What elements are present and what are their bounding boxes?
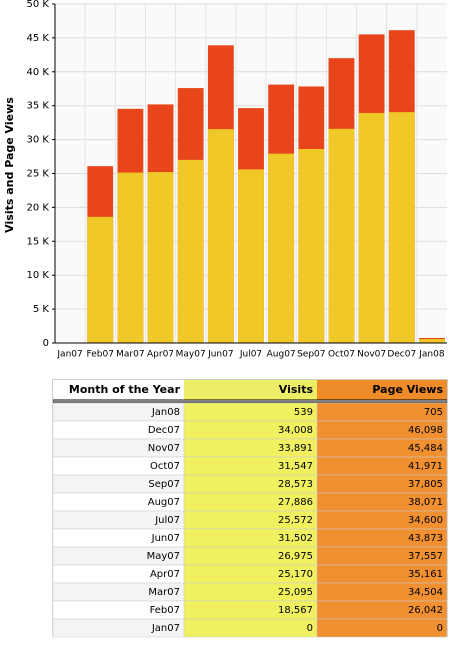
x-tick-label: Jan08 xyxy=(418,350,445,360)
bar xyxy=(419,339,445,344)
bar xyxy=(177,159,204,344)
bar xyxy=(388,112,415,344)
header-text: Page Views xyxy=(372,383,443,396)
x-tick-label: Jun07 xyxy=(207,350,234,360)
x-tick-label: Apr07 xyxy=(147,350,174,360)
header-cell xyxy=(53,380,184,400)
cell-text: 705 xyxy=(424,407,443,418)
cell-text: 18,567 xyxy=(278,605,313,616)
cell-text: 46,098 xyxy=(408,425,443,436)
cell-text: 41,971 xyxy=(408,461,443,472)
bar xyxy=(358,112,385,344)
cell-text: May07 xyxy=(147,551,180,562)
x-tick-label: Jul07 xyxy=(239,350,262,360)
cell-text: Sep07 xyxy=(148,479,180,490)
y-tick-label: 30 K xyxy=(27,135,50,146)
cell-text: 37,805 xyxy=(408,479,443,490)
bar xyxy=(87,216,114,344)
cell-text: 26,975 xyxy=(278,551,313,562)
cell-text: 0 xyxy=(437,623,443,634)
x-tick-label: Aug07 xyxy=(267,350,296,360)
cell-text: Nov07 xyxy=(148,443,180,454)
y-tick-label: 0 xyxy=(43,338,49,349)
cell-text: Jul07 xyxy=(154,515,180,526)
cell-text: 539 xyxy=(294,407,313,418)
cell-text: 37,557 xyxy=(408,551,443,562)
y-tick-label: 35 K xyxy=(27,101,50,112)
cell-text: 34,008 xyxy=(278,425,313,436)
y-tick-label: 5 K xyxy=(33,304,50,315)
cell-text: Dec07 xyxy=(148,425,180,436)
header-text: Month of the Year xyxy=(69,383,181,396)
cell-text: 34,504 xyxy=(408,587,443,598)
x-tick-label: Sep07 xyxy=(297,350,325,360)
cell-text: Oct07 xyxy=(150,461,180,472)
y-tick-label: 15 K xyxy=(27,236,50,247)
y-tick-label: 25 K xyxy=(27,169,50,180)
cell-text: 25,170 xyxy=(278,569,313,580)
cell-text: 26,042 xyxy=(408,605,443,616)
bar xyxy=(328,128,355,344)
cell-text: 34,600 xyxy=(408,515,443,526)
cell-text: Jan07 xyxy=(151,623,180,634)
x-tick-label: Jan07 xyxy=(56,350,82,360)
cell-text: 33,891 xyxy=(278,443,313,454)
bar xyxy=(207,129,234,344)
table-cell xyxy=(316,618,448,638)
cell-text: Mar07 xyxy=(148,587,180,598)
cell-text: 28,573 xyxy=(278,479,313,490)
x-tick-label: Nov07 xyxy=(357,350,386,360)
cell-text: 0 xyxy=(307,623,313,634)
cell-text: 38,071 xyxy=(408,497,443,508)
header-text: Visits xyxy=(279,383,314,396)
header-cell xyxy=(184,380,317,400)
bar xyxy=(117,172,144,344)
cell-text: 43,873 xyxy=(408,533,443,544)
x-tick-label: May07 xyxy=(176,350,206,360)
x-tick-label: Feb07 xyxy=(87,350,114,360)
cell-text: Jun07 xyxy=(151,533,180,544)
y-axis-label: Visits and Page Views xyxy=(3,97,16,233)
cell-text: 25,095 xyxy=(278,587,313,598)
y-tick-label: 50 K xyxy=(27,0,50,10)
cell-text: Feb07 xyxy=(150,605,180,616)
cell-text: 31,547 xyxy=(278,461,313,472)
cell-text: Jan08 xyxy=(151,407,180,418)
bar xyxy=(298,149,325,344)
cell-text: 35,161 xyxy=(408,569,443,580)
y-tick-label: 40 K xyxy=(27,67,50,78)
bar xyxy=(268,153,295,344)
cell-text: Apr07 xyxy=(150,569,180,580)
y-tick-label: 10 K xyxy=(27,270,50,281)
x-tick-label: Oct07 xyxy=(328,350,355,360)
cell-text: 25,572 xyxy=(278,515,313,526)
cell-text: 45,484 xyxy=(408,443,443,454)
header-cell xyxy=(317,380,447,400)
cell-text: 31,502 xyxy=(278,533,313,544)
table-cell xyxy=(183,618,318,638)
bar xyxy=(238,169,264,344)
x-tick-label: Mar07 xyxy=(116,350,144,360)
bar xyxy=(147,172,174,344)
y-tick-label: 45 K xyxy=(27,33,50,44)
cell-text: 27,886 xyxy=(278,497,313,508)
cell-text: Aug07 xyxy=(148,497,180,508)
y-tick-label: 20 K xyxy=(27,202,50,213)
x-tick-label: Dec07 xyxy=(387,350,416,360)
